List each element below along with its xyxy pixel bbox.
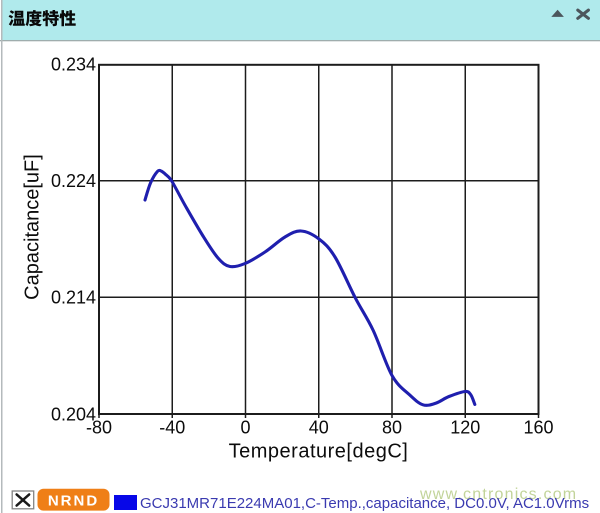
svg-text:0.214: 0.214 [51,288,96,308]
svg-text:0.234: 0.234 [51,54,96,74]
svg-text:0: 0 [240,418,250,438]
svg-text:NRND: NRND [48,493,99,510]
svg-text:160: 160 [523,418,553,438]
svg-text:GCJ31MR71E224MA01,C-Temp.,capa: GCJ31MR71E224MA01,C-Temp.,capacitance, D… [140,495,589,512]
svg-text:Capacitance[uF]: Capacitance[uF] [22,154,44,300]
svg-text:0.204: 0.204 [51,404,96,424]
svg-text:-80: -80 [86,418,112,438]
svg-text:Temperature[degC]: Temperature[degC] [229,440,409,462]
svg-text:-40: -40 [159,418,185,438]
svg-text:120: 120 [450,418,480,438]
svg-text:www.cntronics.com: www.cntronics.com [419,486,577,503]
svg-text:80: 80 [382,418,402,438]
svg-text:0.224: 0.224 [51,171,96,191]
svg-text:40: 40 [309,418,329,438]
